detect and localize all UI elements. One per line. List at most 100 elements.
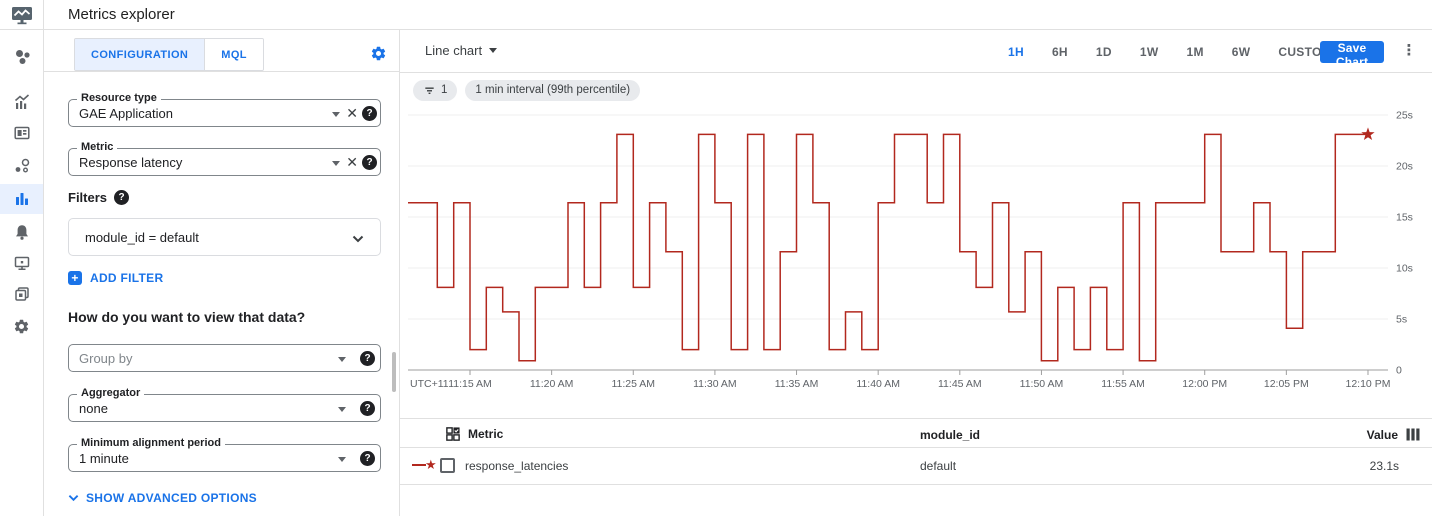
range-1d-button[interactable]: 1D xyxy=(1086,39,1122,65)
aggregator-dropdown-caret-icon[interactable] xyxy=(338,407,346,412)
resource-type-label: Resource type xyxy=(77,92,161,104)
series-legend-marker: ★ xyxy=(412,458,437,471)
metric-label: Metric xyxy=(77,141,118,153)
range-custom-button[interactable]: CUSTOM xyxy=(1268,39,1342,65)
resource-type-dropdown-caret-icon[interactable] xyxy=(332,112,340,117)
chart-type-caret-icon xyxy=(489,48,498,53)
resource-type-clear-icon[interactable]: ✕ xyxy=(346,105,358,121)
svg-text:11:20 AM: 11:20 AM xyxy=(530,378,574,390)
range-1w-button[interactable]: 1W xyxy=(1130,39,1169,65)
show-advanced-options-button[interactable]: SHOW ADVANCED OPTIONS xyxy=(68,491,257,505)
svg-text:11:50 AM: 11:50 AM xyxy=(1020,378,1064,390)
tab-mql[interactable]: MQL xyxy=(204,39,263,70)
svg-text:12:05 PM: 12:05 PM xyxy=(1264,378,1309,390)
save-chart-button[interactable]: Save Chart xyxy=(1320,41,1384,69)
svg-text:10s: 10s xyxy=(1396,263,1413,275)
tab-configuration[interactable]: CONFIGURATION xyxy=(75,39,205,70)
grid-check-icon[interactable] xyxy=(446,427,460,441)
row-checkbox[interactable] xyxy=(440,458,455,473)
top-header: Metrics explorer xyxy=(0,0,1432,30)
legend-table-header: Metric module_id Value xyxy=(400,418,1432,448)
services-icon xyxy=(15,158,29,173)
sidebar-item-settings[interactable] xyxy=(0,311,43,341)
range-1h-button[interactable]: 1H xyxy=(998,39,1034,65)
svg-text:12:10 PM: 12:10 PM xyxy=(1346,378,1391,390)
aggregator-field[interactable]: Aggregator none ? xyxy=(68,387,381,422)
chart-toolbar: Line chart 1H 6H 1D 1W 1M 6W CUSTOM Save… xyxy=(400,30,1432,73)
latency-line-chart[interactable]: 11:15 AM 11:20 AM 11:25 AM 11:30 AM 11:35 AM… xyxy=(400,93,1432,395)
value-header-cell: Value xyxy=(1366,428,1398,442)
svg-text:11:40 AM: 11:40 AM xyxy=(856,378,900,390)
sidebar-item-alerting[interactable] xyxy=(0,217,43,247)
range-6w-button[interactable]: 6W xyxy=(1222,39,1261,65)
filters-help-icon[interactable]: ? xyxy=(114,190,130,205)
uptime-checks-icon xyxy=(14,256,29,270)
min-alignment-value: 1 minute xyxy=(79,451,129,466)
legend-table-row[interactable]: ★ response_latencies default 23.1s xyxy=(400,448,1432,485)
module-id-header-cell: module_id xyxy=(920,428,981,442)
sidebar-item-uptime-checks[interactable] xyxy=(0,248,43,278)
sidebar-item-dashboards[interactable] xyxy=(0,118,43,148)
metric-field[interactable]: Metric Response latency ✕ ? xyxy=(68,141,381,176)
chart-type-dropdown[interactable]: Line chart xyxy=(425,43,498,58)
resource-type-value: GAE Application xyxy=(79,106,173,121)
view-data-question: How do you want to view that data? xyxy=(68,309,306,325)
aggregator-value: none xyxy=(79,401,108,416)
svg-text:11:25 AM: 11:25 AM xyxy=(611,378,655,390)
svg-text:UTC+11: UTC+11 xyxy=(410,378,449,390)
resource-type-field[interactable]: Resource type GAE Application ✕ ? xyxy=(68,92,381,127)
tabs-divider xyxy=(44,71,400,72)
settings-gear-icon xyxy=(14,319,29,333)
min-alignment-help-icon[interactable]: ? xyxy=(360,451,375,466)
range-1m-button[interactable]: 1M xyxy=(1176,39,1213,65)
metric-dropdown-caret-icon[interactable] xyxy=(332,161,340,166)
svg-text:11:30 AM: 11:30 AM xyxy=(693,378,737,390)
left-icon-rail xyxy=(0,30,44,516)
sidebar-item-overview[interactable] xyxy=(0,42,43,72)
columns-icon[interactable] xyxy=(1406,428,1420,441)
groups-icon xyxy=(14,287,29,301)
svg-text:15s: 15s xyxy=(1396,212,1413,224)
filter-expand-chevron-icon[interactable] xyxy=(352,235,364,243)
resource-type-help-icon[interactable]: ? xyxy=(362,106,377,121)
interval-chip[interactable]: 1 min interval (99th percentile) xyxy=(465,79,641,101)
min-alignment-field[interactable]: Minimum alignment period 1 minute ? xyxy=(68,437,381,472)
group-by-help-icon[interactable]: ? xyxy=(360,351,375,366)
aggregator-help-icon[interactable]: ? xyxy=(360,401,375,416)
filter-expression: module_id = default xyxy=(85,230,199,245)
chevron-down-icon xyxy=(68,495,79,502)
metric-clear-icon[interactable]: ✕ xyxy=(346,154,358,170)
value-cell: 23.1s xyxy=(1369,459,1399,473)
svg-text:11:15 AM: 11:15 AM xyxy=(448,378,492,390)
more-options-kebab-icon[interactable]: ⋮ xyxy=(1401,42,1417,59)
aggregator-label: Aggregator xyxy=(77,387,145,399)
time-range-group: 1H 6H 1D 1W 1M 6W CUSTOM xyxy=(994,30,1346,73)
sidebar-item-metrics-explorer[interactable] xyxy=(0,184,43,214)
metric-help-icon[interactable]: ? xyxy=(362,155,377,170)
group-by-field[interactable]: Group by ? xyxy=(68,344,381,372)
min-alignment-label: Minimum alignment period xyxy=(77,437,225,449)
sidebar-item-metrics[interactable] xyxy=(0,87,43,117)
range-6h-button[interactable]: 6H xyxy=(1042,39,1078,65)
add-filter-button[interactable]: + ADD FILTER xyxy=(68,271,163,285)
metric-header-cell: Metric xyxy=(446,427,503,441)
dashboards-icon xyxy=(13,126,30,140)
config-tab-group: CONFIGURATION MQL xyxy=(74,38,264,71)
plus-icon: + xyxy=(68,271,82,285)
group-by-placeholder: Group by xyxy=(79,351,133,366)
filter-chip-box[interactable]: module_id = default xyxy=(68,218,381,256)
chip-row: 1 1 min interval (99th percentile) xyxy=(400,79,641,101)
filter-count-chip[interactable]: 1 xyxy=(413,79,458,101)
monitoring-logo-cell[interactable] xyxy=(0,0,44,30)
config-scrollbar-thumb[interactable] xyxy=(392,352,396,392)
svg-text:11:45 AM: 11:45 AM xyxy=(938,378,982,390)
svg-text:11:35 AM: 11:35 AM xyxy=(775,378,819,390)
chart-settings-gear-icon[interactable] xyxy=(370,45,387,62)
sidebar-item-services[interactable] xyxy=(0,151,43,181)
min-alignment-dropdown-caret-icon[interactable] xyxy=(338,457,346,462)
sidebar-item-groups[interactable] xyxy=(0,279,43,309)
filter-list-icon xyxy=(425,86,434,94)
group-by-dropdown-caret-icon[interactable] xyxy=(338,357,346,362)
overview-icon xyxy=(15,50,30,64)
chart-panel: Line chart 1H 6H 1D 1W 1M 6W CUSTOM Save… xyxy=(400,30,1432,516)
